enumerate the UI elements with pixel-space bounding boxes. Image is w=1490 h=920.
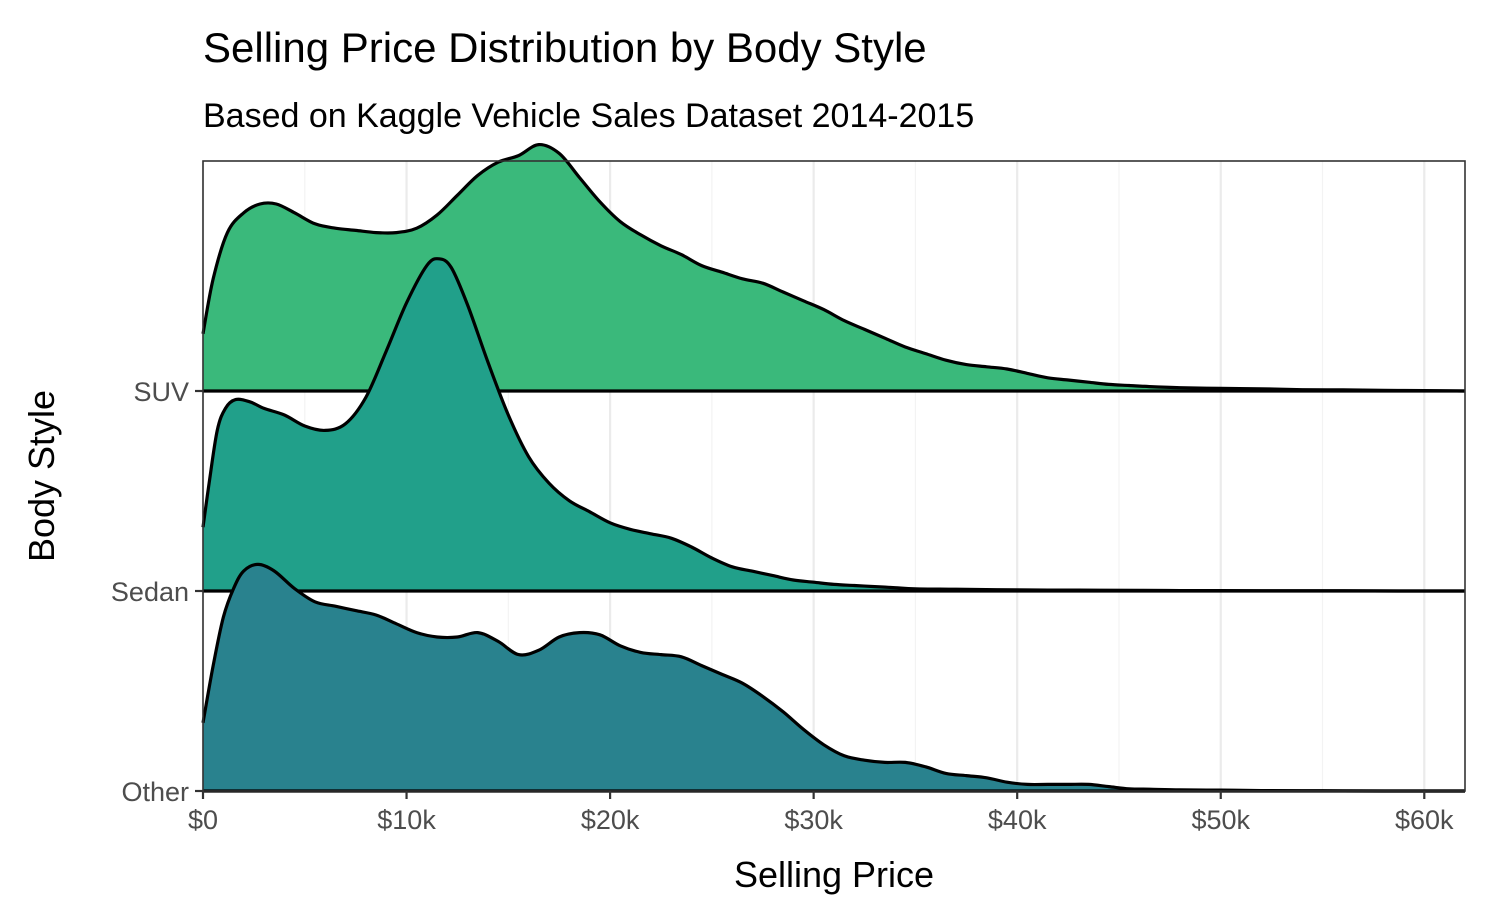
ridge-fill-sedan <box>203 258 1465 592</box>
ridge-fill-suv <box>203 144 1465 391</box>
x-tick-label: $30k <box>784 805 843 835</box>
ridge-sedan <box>201 257 1466 593</box>
x-tick-label: $10k <box>377 805 436 835</box>
x-tick-label: $50k <box>1191 805 1250 835</box>
x-axis-title: Selling Price <box>734 854 934 895</box>
chart-subtitle: Based on Kaggle Vehicle Sales Dataset 20… <box>203 97 974 135</box>
ridge-fill-other <box>203 564 1465 792</box>
y-tick-label-sedan: Sedan <box>111 577 189 607</box>
y-axis: SUV Sedan Other <box>111 377 203 807</box>
x-tick-label: $20k <box>581 805 640 835</box>
x-tick-label: $0 <box>188 805 218 835</box>
ridge-outline-suv <box>201 142 1466 393</box>
ridge-outline-other <box>201 562 1466 793</box>
y-tick-label-suv: SUV <box>133 377 189 407</box>
x-tick-label: $60k <box>1395 805 1454 835</box>
plot-panel <box>201 142 1466 793</box>
x-tick-label: $40k <box>988 805 1047 835</box>
y-tick-label-other: Other <box>121 777 189 807</box>
x-axis: $0 $10k $20k $30k $40k $50k $60k <box>188 791 1454 835</box>
y-axis-title: Body Style <box>21 390 62 562</box>
chart-title: Selling Price Distribution by Body Style <box>203 24 927 71</box>
panel-border <box>202 160 1466 792</box>
